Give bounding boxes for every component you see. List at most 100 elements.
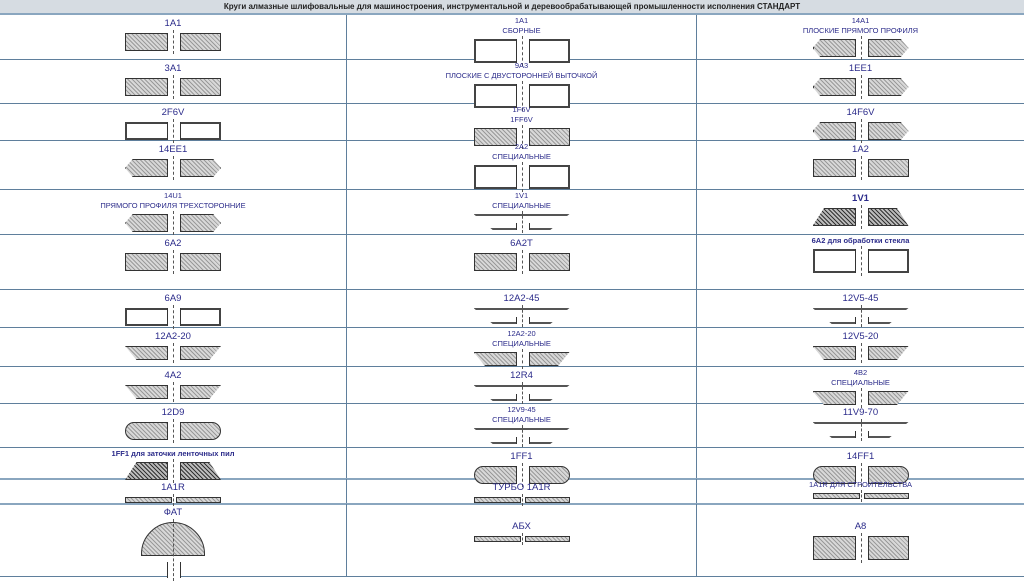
wheel-type-label: 9A3	[514, 61, 529, 70]
wheel-type-cell[interactable]: 14EE1	[0, 141, 347, 189]
wheel-type-label: 1A1R	[161, 482, 185, 493]
wheel-type-cell[interactable]: 12V9-45 СПЕЦИАЛЬНЫЕ	[347, 404, 697, 447]
axis-line	[860, 119, 862, 143]
wheel-type-cell[interactable]: 14A1 ПЛОСКИЕ ПРЯМОГО ПРОФИЛЯ	[697, 15, 1024, 60]
wheel-type-cell[interactable]: 12V5-45	[697, 290, 1024, 327]
wheel-type-cell[interactable]: 3A1	[0, 60, 347, 103]
wheel-profile-drawing	[812, 205, 909, 229]
wheel-bore	[854, 122, 869, 140]
wheel-type-cell[interactable]: 14F6V	[697, 104, 1024, 143]
table-row: 2F6V 1F6V 1FF6V 14F6V	[0, 104, 1024, 149]
wheel-type-label: 4A2	[164, 370, 182, 381]
wheel-type-label: 12A2-20	[155, 331, 191, 342]
axis-line	[521, 162, 523, 192]
table-row: 6A2 6A2T 6A2 для обработки стекла	[0, 235, 1024, 290]
axis-line	[860, 533, 862, 563]
wheel-type-label: 4B2	[853, 368, 868, 377]
wheel-profile-drawing	[812, 75, 909, 99]
wheel-type-cell[interactable]: 14U1 ПРЯМОГО ПРОФИЛЯ ТРЕХСТОРОННИЕ	[0, 190, 347, 235]
wheel-type-cell[interactable]: 1A1	[0, 15, 347, 59]
wheel-type-cell[interactable]: 4B2 СПЕЦИАЛЬНЫЕ	[697, 367, 1024, 408]
wheel-type-label: 1FF6V	[510, 115, 533, 124]
wheel-type-label: 6A2	[164, 238, 182, 249]
axis-line	[173, 250, 174, 274]
wheel-type-cell[interactable]: 1F6V 1FF6V	[347, 104, 697, 149]
wheel-profile-drawing	[812, 119, 909, 143]
wheel-type-cell[interactable]: 1FF1	[347, 448, 697, 487]
wheel-type-cell[interactable]: 1V1 СПЕЦИАЛЬНЫЕ	[347, 190, 697, 234]
wheel-type-cell[interactable]: 12A2-20	[0, 328, 347, 366]
wheel-type-label: 12V5-20	[842, 331, 879, 342]
wheel-type-label: 1V1	[852, 193, 869, 204]
wheel-profile-drawing	[473, 349, 570, 369]
wheel-type-cell[interactable]: 1FF1 для заточки ленточных пил	[0, 448, 347, 483]
wheel-type-cell[interactable]: 6A2 для обработки стекла	[697, 235, 1024, 289]
wheel-type-cell[interactable]: 12A2-45	[347, 290, 697, 327]
wheel-profile-drawing	[812, 419, 909, 441]
axis-line	[860, 463, 862, 487]
wheel-bore	[854, 208, 869, 226]
wheel-type-label: 14A1	[851, 16, 870, 25]
wheel-bore	[515, 223, 530, 230]
wheel-type-cell[interactable]: 12R4	[347, 367, 697, 404]
wheel-profile-drawing	[812, 305, 909, 327]
table-row: 12A2-20 12A2-20 СПЕЦИАЛЬНЫЕ 12V5-20	[0, 328, 1024, 369]
table-row: ФАТ АБХ A8	[0, 504, 1024, 581]
wheel-bore	[171, 497, 177, 503]
wheel-profile-drawing	[141, 519, 205, 581]
wheel-type-cell[interactable]: 9A3 ПЛОСКИЕ С ДВУСТОРОННЕЙ ВЫТОЧКОЙ	[347, 60, 697, 111]
table-row: 14EE1 2A2 СПЕЦИАЛЬНЫЕ 1A2	[0, 141, 1024, 192]
axis-line	[521, 382, 523, 404]
table-row: 12D9 12V9-45 СПЕЦИАЛЬНЫЕ 11V9-70	[0, 404, 1024, 448]
wheel-type-cell[interactable]: 12A2-20 СПЕЦИАЛЬНЫЕ	[347, 328, 697, 369]
wheel-type-cell[interactable]: 12D9	[0, 404, 347, 447]
wheel-type-label: 3A1	[164, 63, 182, 74]
wheel-type-cell[interactable]: 1A2	[697, 141, 1024, 189]
wheel-bore	[858, 493, 865, 499]
wheel-type-cell[interactable]: ТУРБО 1A1R	[347, 479, 697, 506]
axis-line	[860, 36, 862, 60]
wheel-type-cell[interactable]: 11V9-70	[697, 404, 1024, 447]
wheel-bore	[854, 249, 869, 273]
wheel-type-cell[interactable]: 1A1R ДЛЯ СТРОИТЕЛЬСТВА	[697, 479, 1024, 503]
wheel-type-cell[interactable]: 1EE1	[697, 60, 1024, 103]
wheel-bore	[515, 394, 530, 401]
table-row: 14U1 ПРЯМОГО ПРОФИЛЯ ТРЕХСТОРОННИЕ 1V1 СПЕЦ…	[0, 190, 1024, 235]
wheel-type-label: СПЕЦИАЛЬНЫЕ	[492, 339, 551, 348]
wheel-type-cell[interactable]: 12V5-20	[697, 328, 1024, 366]
wheel-bore	[167, 308, 181, 326]
table-row: 3A1 9A3 ПЛОСКИЕ С ДВУСТОРОННЕЙ ВЫТОЧКОЙ 1EE…	[0, 60, 1024, 111]
axis-line	[173, 30, 174, 54]
wheel-type-label: ФАТ	[163, 507, 183, 518]
wheel-type-cell[interactable]: 2F6V	[0, 104, 347, 143]
axis-line	[521, 36, 523, 66]
wheel-type-cell[interactable]: 14FF1	[697, 448, 1024, 487]
wheel-type-cell[interactable]: 1V1	[697, 190, 1024, 234]
wheel-bore	[515, 466, 530, 484]
wheel-bore	[854, 78, 869, 96]
wheel-type-cell[interactable]: 6A2	[0, 235, 347, 289]
wheel-type-cell[interactable]: A8	[697, 504, 1024, 576]
wheel-type-cell[interactable]: 1A1R	[0, 479, 347, 506]
axis-line	[173, 459, 174, 483]
wheel-bore	[167, 346, 181, 360]
axis-line	[521, 494, 523, 506]
wheel-type-cell[interactable]: 2A2 СПЕЦИАЛЬНЫЕ	[347, 141, 697, 192]
axis-line	[521, 463, 523, 487]
wheel-profile-drawing	[125, 419, 221, 443]
wheel-type-label: 2F6V	[161, 107, 185, 118]
wheel-profile-drawing	[812, 343, 909, 363]
wheel-type-label: 1A2	[852, 144, 869, 155]
wheel-type-cell[interactable]: 4A2	[0, 367, 347, 403]
wheel-type-label: 2A2	[514, 142, 529, 151]
wheel-type-cell[interactable]: 1A1 СБОРНЫЕ	[347, 15, 697, 66]
wheel-type-cell[interactable]: 6A9	[0, 290, 347, 329]
wheel-bore	[515, 84, 530, 108]
axis-line	[521, 533, 523, 545]
wheel-type-cell[interactable]: АБХ	[347, 504, 697, 576]
wheel-type-cell[interactable]: ФАТ	[0, 504, 347, 581]
wheel-type-label: 6A2 для обработки стекла	[811, 236, 910, 245]
wheel-bore	[854, 317, 869, 324]
wheel-type-cell[interactable]: 6A2T	[347, 235, 697, 289]
axis-line	[173, 211, 174, 235]
